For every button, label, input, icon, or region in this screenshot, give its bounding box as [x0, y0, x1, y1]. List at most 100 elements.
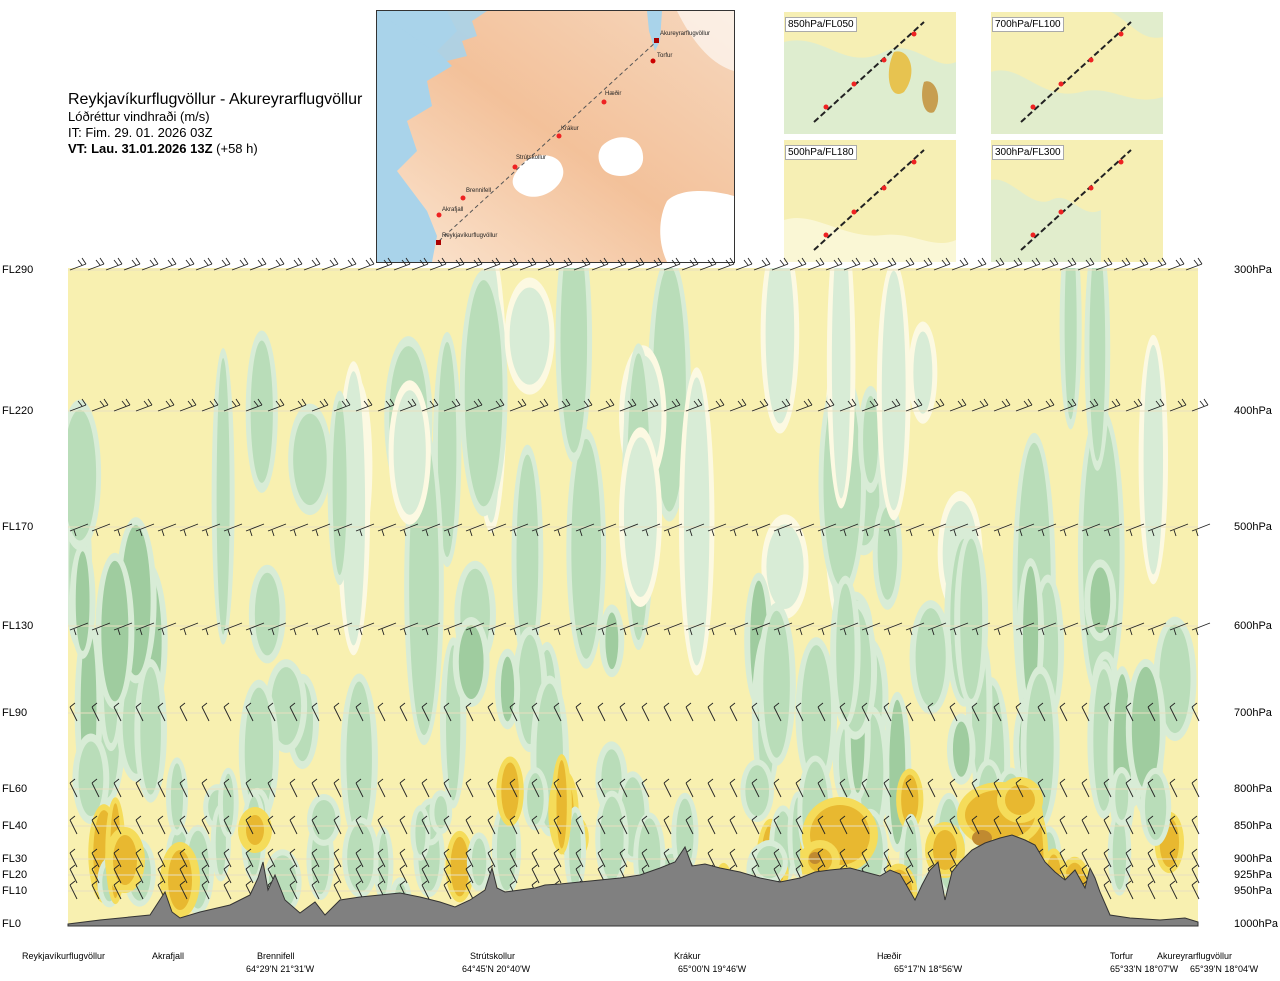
- fl-label-fl10: FL10: [2, 885, 28, 897]
- wind-barb: [519, 257, 537, 271]
- wind-barb: [817, 815, 826, 835]
- wind-barb: [1037, 523, 1057, 537]
- field-cell: [101, 560, 129, 702]
- wind-barb: [141, 257, 159, 271]
- waypoint-akrafjall: [436, 212, 442, 218]
- wind-barb: [905, 848, 914, 868]
- wind-barb: [1125, 815, 1134, 835]
- hpa-label-800hpa: 800hPa: [1234, 783, 1272, 795]
- wind-barb: [861, 702, 870, 722]
- wind-barb: [971, 815, 980, 835]
- field-cell: [1143, 344, 1164, 575]
- wind-barb: [905, 702, 914, 722]
- wind-barb: [1185, 257, 1203, 271]
- wind-barb: [177, 257, 195, 271]
- wind-barb: [839, 702, 848, 722]
- wind-barb: [157, 398, 175, 412]
- wind-barb: [971, 622, 991, 636]
- wind-barb: [135, 778, 144, 798]
- wind-barb: [1059, 848, 1068, 868]
- wind-barb: [1169, 523, 1189, 537]
- wind-barb: [1103, 778, 1112, 798]
- wind-barb: [685, 702, 694, 722]
- wind-barb: [883, 702, 892, 722]
- mini-map-500-svg: [784, 140, 956, 262]
- hpa-label-700hpa: 700hPa: [1234, 707, 1272, 719]
- wind-barb: [509, 864, 518, 884]
- wind-barb: [509, 398, 527, 412]
- wind-barb: [993, 398, 1011, 412]
- glacier-3: [660, 191, 734, 262]
- map-label-torfur: Torfur: [657, 53, 672, 59]
- glacier-2: [598, 137, 644, 176]
- wind-barb: [531, 815, 540, 835]
- valid-time-offset: (+58 h): [212, 141, 258, 156]
- map-label-krakur: Krákur: [561, 126, 579, 132]
- wind-barb: [509, 622, 529, 636]
- wind-barb: [223, 702, 232, 722]
- wind-barb: [201, 880, 210, 900]
- wind-barb: [289, 702, 298, 722]
- wind-barb: [1169, 848, 1178, 868]
- wind-barb: [399, 815, 408, 835]
- field-cell: [509, 287, 550, 385]
- wind-barb: [465, 257, 483, 271]
- wind-barb: [321, 257, 339, 271]
- field-cell: [881, 270, 906, 511]
- wind-barb: [685, 622, 705, 636]
- route-line: [438, 40, 658, 242]
- waypoint-reykjavik: [436, 240, 441, 245]
- wind-barb: [1147, 864, 1156, 884]
- hpa-label-950hpa: 950hPa: [1234, 885, 1272, 897]
- wind-barb: [289, 622, 309, 636]
- wind-barb: [483, 257, 501, 271]
- wind-barb: [377, 815, 386, 835]
- field-cell: [600, 796, 624, 881]
- wind-barb: [1169, 880, 1178, 900]
- wind-barb: [113, 622, 133, 636]
- wind-barb: [1037, 815, 1046, 835]
- wind-barb: [685, 815, 694, 835]
- wind-barb: [1147, 880, 1156, 900]
- wind-barb: [355, 864, 364, 884]
- wind-barb: [905, 864, 914, 884]
- wind-barb: [971, 523, 991, 537]
- wind-barb: [839, 523, 859, 537]
- valid-time-bold: VT: Lau. 31.01.2026 13Z: [68, 141, 213, 156]
- mini-map-850-svg: [784, 12, 956, 134]
- wind-barb: [1081, 815, 1090, 835]
- wind-barb: [905, 523, 925, 537]
- wind-barb: [157, 864, 166, 884]
- wind-barb: [377, 864, 386, 884]
- wind-barb: [751, 523, 771, 537]
- wind-barb: [421, 815, 430, 835]
- wind-barb: [1169, 398, 1187, 412]
- wind-barb: [311, 778, 320, 798]
- wind-barb: [393, 257, 411, 271]
- wind-barb: [619, 622, 639, 636]
- wind-barb: [553, 864, 562, 884]
- wind-barb: [91, 523, 111, 537]
- field-cell: [415, 811, 426, 855]
- field-cell: [271, 667, 302, 745]
- hpa-label-900hpa: 900hPa: [1234, 853, 1272, 865]
- hpa-label-500hpa: 500hPa: [1234, 521, 1272, 533]
- wind-barb: [753, 257, 771, 271]
- wind-barb: [91, 815, 100, 835]
- wind-barb: [993, 815, 1002, 835]
- wind-barb: [399, 778, 408, 798]
- wind-barb: [113, 848, 122, 868]
- wind-barb: [113, 523, 133, 537]
- wind-barb: [355, 622, 375, 636]
- wind-barb: [795, 815, 804, 835]
- field-cell: [1023, 566, 1039, 703]
- wind-barb: [465, 864, 474, 884]
- wind-barb: [609, 257, 627, 271]
- wind-barb: [729, 702, 738, 722]
- wind-barb: [399, 864, 408, 884]
- hpa-label-1000hpa: 1000hPa: [1234, 918, 1279, 930]
- wind-barb: [289, 778, 298, 798]
- wind-barb: [949, 778, 958, 798]
- mini-map-300-svg: [991, 140, 1163, 262]
- wind-barb: [1081, 702, 1090, 722]
